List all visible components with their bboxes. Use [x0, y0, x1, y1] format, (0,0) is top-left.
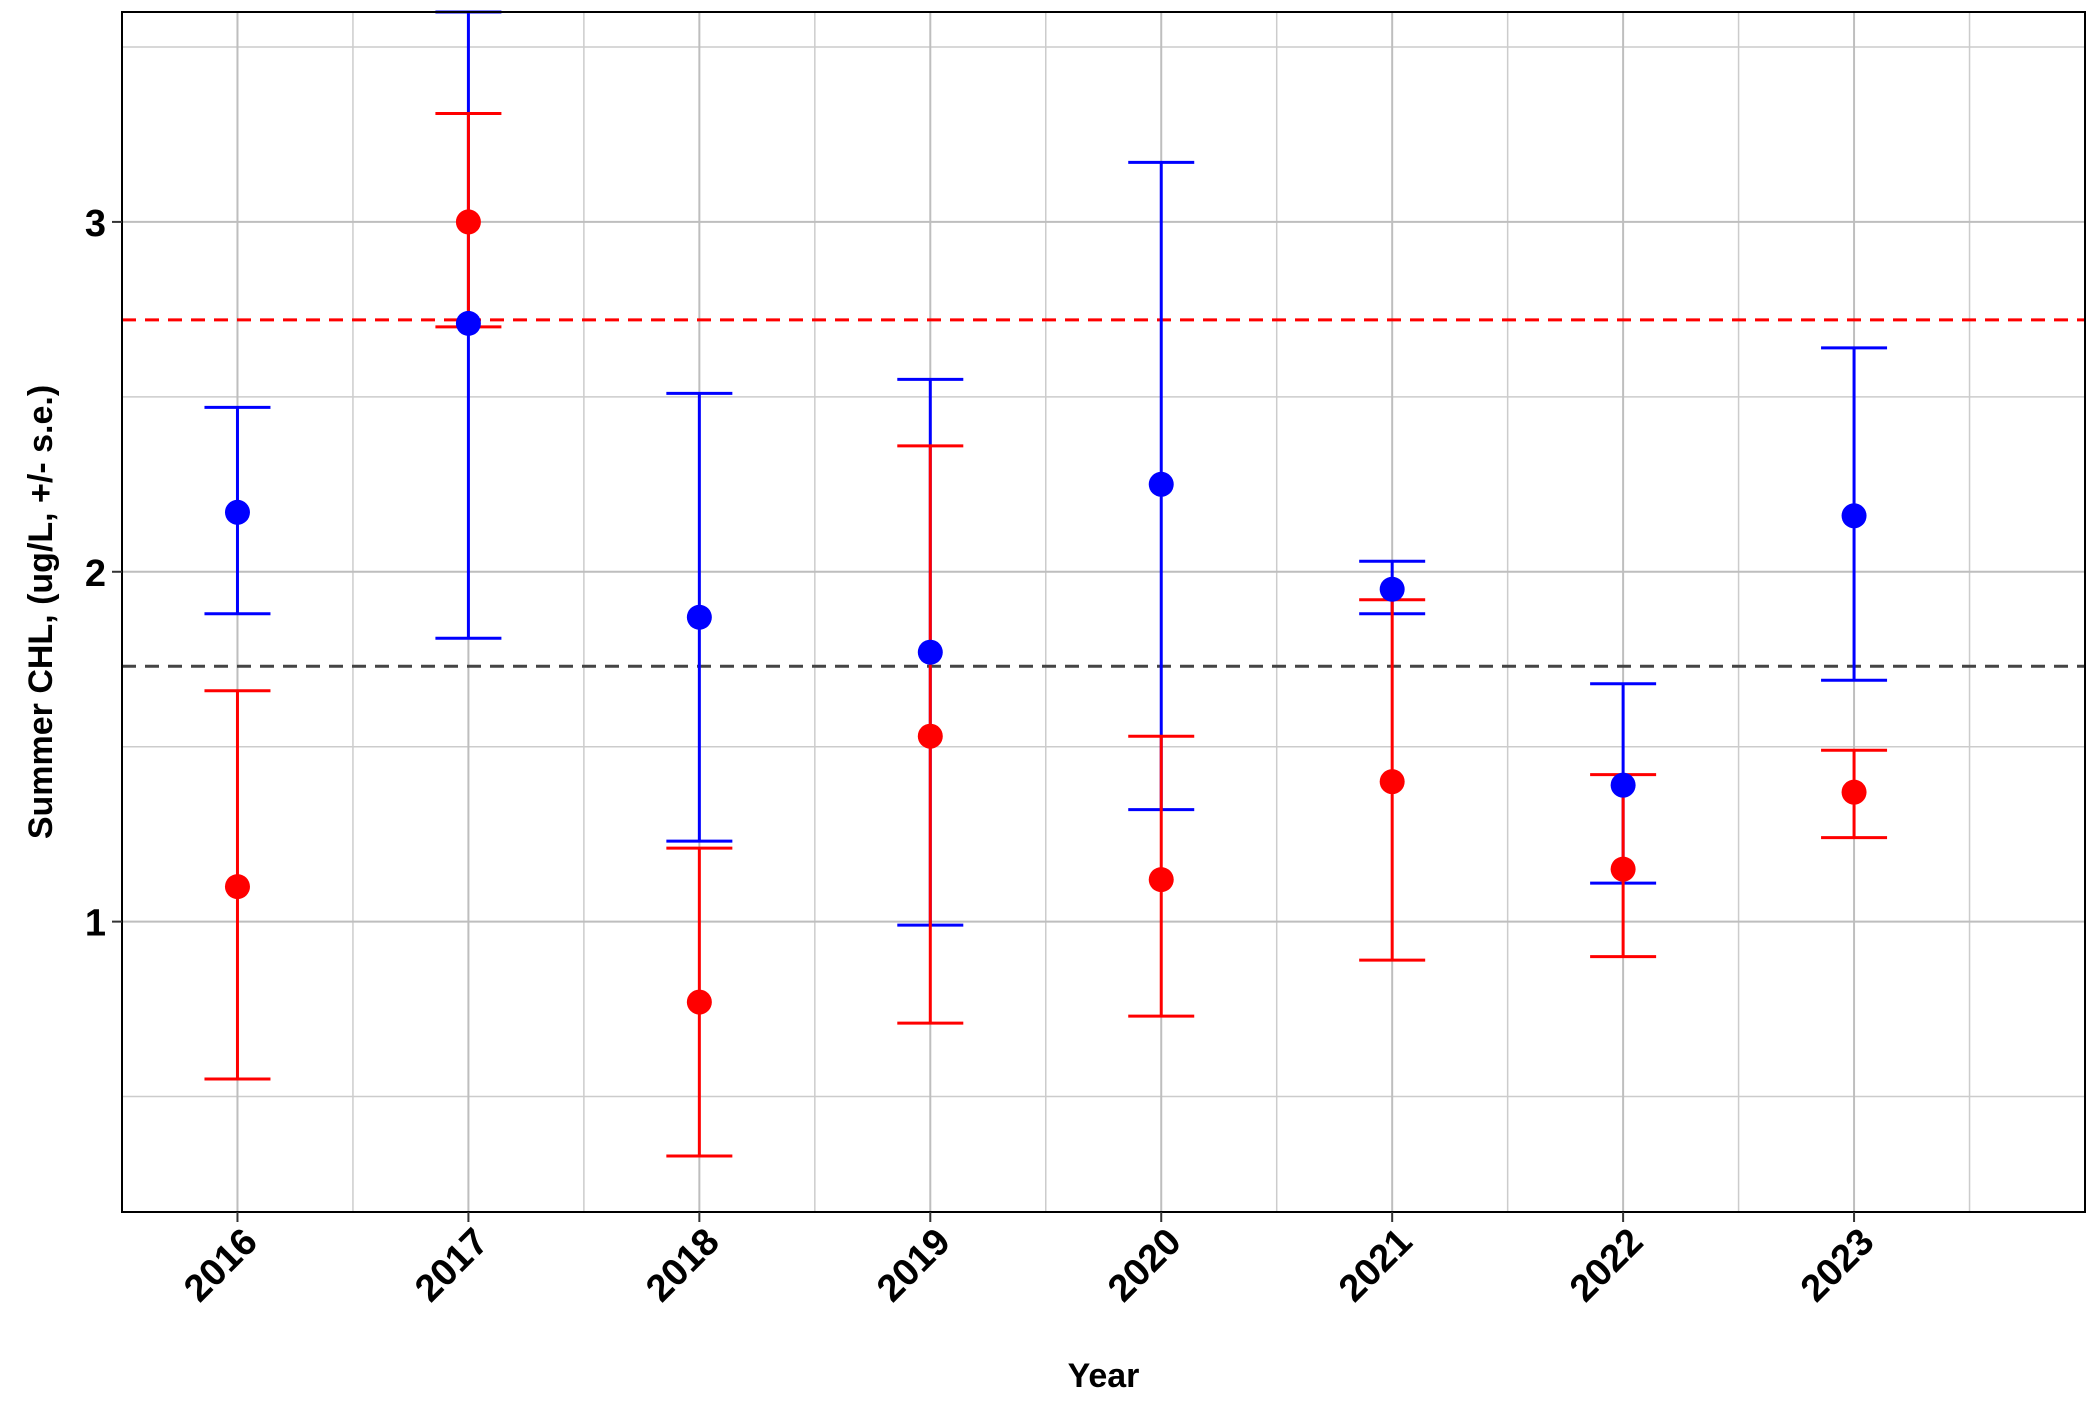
error-bars: [204, 10, 1888, 1158]
data-point: [917, 639, 943, 665]
data-point: [455, 310, 481, 336]
data-point: [1148, 867, 1174, 893]
data-point: [1841, 503, 1867, 529]
data-point: [1379, 576, 1405, 602]
data-point: [1610, 772, 1636, 798]
data-points: [224, 209, 1867, 1015]
minor-gridlines: [122, 12, 2085, 1212]
data-point: [686, 989, 712, 1015]
data-point: [686, 604, 712, 630]
x-axis-title: Year: [1068, 1357, 1140, 1395]
y-tick-label: 1: [85, 903, 106, 945]
reference-lines: [122, 318, 2085, 668]
y-tick-label: 2: [85, 553, 106, 595]
panel-border: [121, 11, 2086, 1213]
data-point: [1379, 769, 1405, 795]
data-point: [455, 209, 481, 235]
data-point: [1610, 856, 1636, 882]
data-point: [917, 723, 943, 749]
data-point: [1148, 471, 1174, 497]
y-axis-ticks: 1 2 3: [85, 203, 122, 945]
y-axis-title: Summer CHL, (ug/L, +/- s.e.): [22, 385, 60, 839]
data-point: [224, 499, 250, 525]
data-point: [1841, 779, 1867, 805]
y-tick-label: 3: [85, 203, 106, 245]
data-point: [224, 874, 250, 900]
